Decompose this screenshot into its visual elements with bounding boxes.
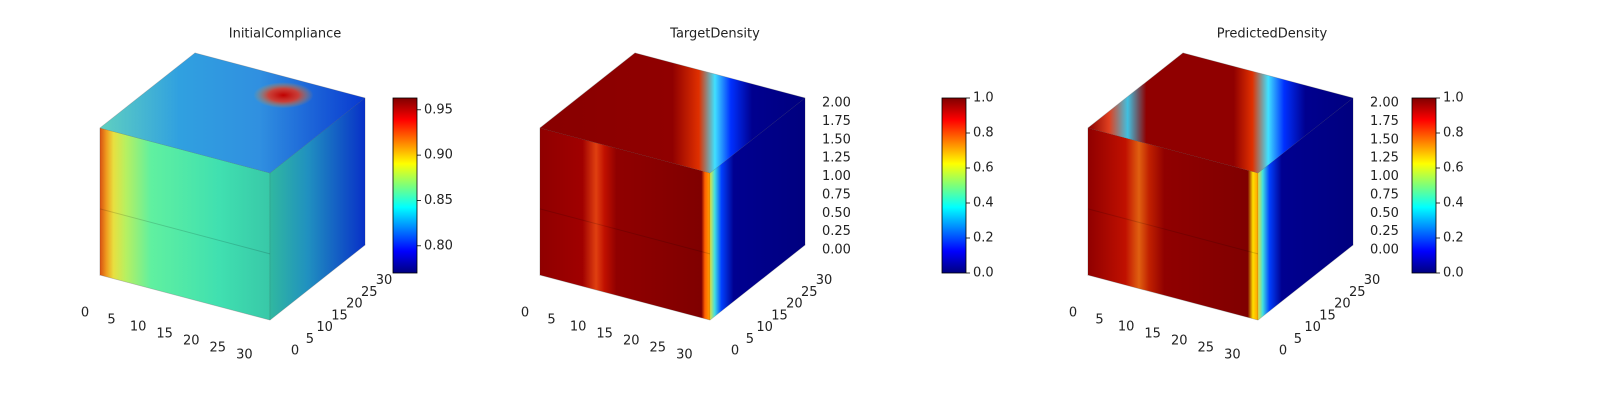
y-tick-label: 20 (786, 297, 803, 312)
z-tick-label: 1.50 (822, 132, 851, 147)
x-tick-label: 30 (236, 348, 253, 363)
voxel-hotspot (253, 82, 314, 109)
x-tick-label: 25 (1198, 341, 1215, 356)
x-tick-label: 5 (1095, 313, 1103, 328)
z-tick-label: 0.25 (1370, 224, 1399, 239)
x-tick-label: 30 (676, 348, 693, 363)
colorbar-tick-label: 0.90 (424, 148, 453, 163)
z-tick-label: 0.00 (822, 243, 851, 258)
colorbar-tick-label: 0.6 (1443, 161, 1464, 176)
y-tick-label: 25 (1349, 285, 1366, 300)
y-tick-label: 0 (291, 344, 299, 359)
z-tick-label: 0.25 (822, 224, 851, 239)
y-tick-label: 5 (306, 332, 314, 347)
colorbar-tick-label: 0.8 (973, 126, 994, 141)
x-tick-label: 20 (623, 334, 640, 349)
y-tick-label: 10 (756, 320, 773, 335)
z-tick-label: 0.75 (1370, 187, 1399, 202)
voxel-top-face (539, 52, 806, 174)
x-tick-label: 20 (1171, 334, 1188, 349)
voxel-seam (99, 208, 271, 255)
colorbar-tick-label: 0.8 (1443, 126, 1464, 141)
z-tick-label: 1.50 (1370, 132, 1399, 147)
y-tick-label: 20 (346, 297, 363, 312)
z-tick-label: 0.50 (822, 206, 851, 221)
colorbar-tick-label: 0.95 (424, 102, 453, 117)
panel-title: InitialCompliance (229, 27, 342, 42)
x-tick-label: 0 (1069, 306, 1077, 321)
colorbar-tick-label: 1.0 (1443, 91, 1464, 106)
y-tick-label: 0 (731, 344, 739, 359)
x-tick-label: 5 (107, 313, 115, 328)
y-tick-label: 5 (746, 332, 754, 347)
x-tick-label: 5 (547, 313, 555, 328)
voxel-seam (1087, 208, 1259, 255)
colorbar-tick-label: 0.85 (424, 193, 453, 208)
z-tick-label: 1.75 (1370, 114, 1399, 129)
colorbar-tick-label: 0.4 (973, 196, 994, 211)
y-tick-label: 30 (1364, 273, 1381, 288)
x-tick-label: 15 (596, 327, 613, 342)
y-tick-label: 30 (376, 273, 393, 288)
y-tick-label: 25 (801, 285, 818, 300)
x-tick-label: 10 (570, 320, 587, 335)
x-tick-label: 0 (81, 306, 89, 321)
x-tick-label: 25 (650, 341, 667, 356)
y-tick-label: 5 (1294, 332, 1302, 347)
y-tick-label: 0 (1279, 344, 1287, 359)
z-tick-label: 1.25 (822, 151, 851, 166)
panel-title: PredictedDensity (1217, 27, 1328, 42)
colorbar-tick-label: 0.0 (973, 266, 994, 281)
y-tick-label: 15 (331, 308, 348, 323)
colorbar-tick-label: 0.0 (1443, 266, 1464, 281)
panel-title: TargetDensity (669, 27, 760, 42)
x-tick-label: 20 (183, 334, 200, 349)
z-tick-label: 2.00 (1370, 96, 1399, 111)
colorbar-tick-label: 0.4 (1443, 196, 1464, 211)
voxel-seam (539, 208, 711, 255)
y-tick-label: 25 (361, 285, 378, 300)
y-tick-label: 20 (1334, 297, 1351, 312)
colorbar-tick-label: 0.2 (1443, 231, 1464, 246)
y-tick-label: 10 (1304, 320, 1321, 335)
colorbar-tick-label: 1.0 (973, 91, 994, 106)
colorbar (941, 97, 967, 274)
x-tick-label: 10 (1118, 320, 1135, 335)
z-tick-label: 2.00 (822, 96, 851, 111)
y-tick-label: 15 (771, 308, 788, 323)
colorbar-tick-label: 0.6 (973, 161, 994, 176)
z-tick-label: 0.50 (1370, 206, 1399, 221)
x-tick-label: 25 (210, 341, 227, 356)
voxel-top-face (1087, 52, 1354, 174)
z-tick-label: 1.75 (822, 114, 851, 129)
colorbar-tick-label: 0.80 (424, 238, 453, 253)
z-tick-label: 0.75 (822, 187, 851, 202)
x-tick-label: 0 (521, 306, 529, 321)
y-tick-label: 30 (816, 273, 833, 288)
x-tick-label: 15 (156, 327, 173, 342)
y-tick-label: 15 (1319, 308, 1336, 323)
z-tick-label: 0.00 (1370, 243, 1399, 258)
colorbar (1411, 97, 1437, 274)
z-tick-label: 1.00 (1370, 169, 1399, 184)
x-tick-label: 15 (1144, 327, 1161, 342)
voxel-top-face (99, 52, 366, 174)
z-tick-label: 1.00 (822, 169, 851, 184)
x-tick-label: 30 (1224, 348, 1241, 363)
colorbar-tick-label: 0.2 (973, 231, 994, 246)
y-tick-label: 10 (316, 320, 333, 335)
z-tick-label: 1.25 (1370, 151, 1399, 166)
x-tick-label: 10 (130, 320, 147, 335)
colorbar (392, 97, 418, 274)
